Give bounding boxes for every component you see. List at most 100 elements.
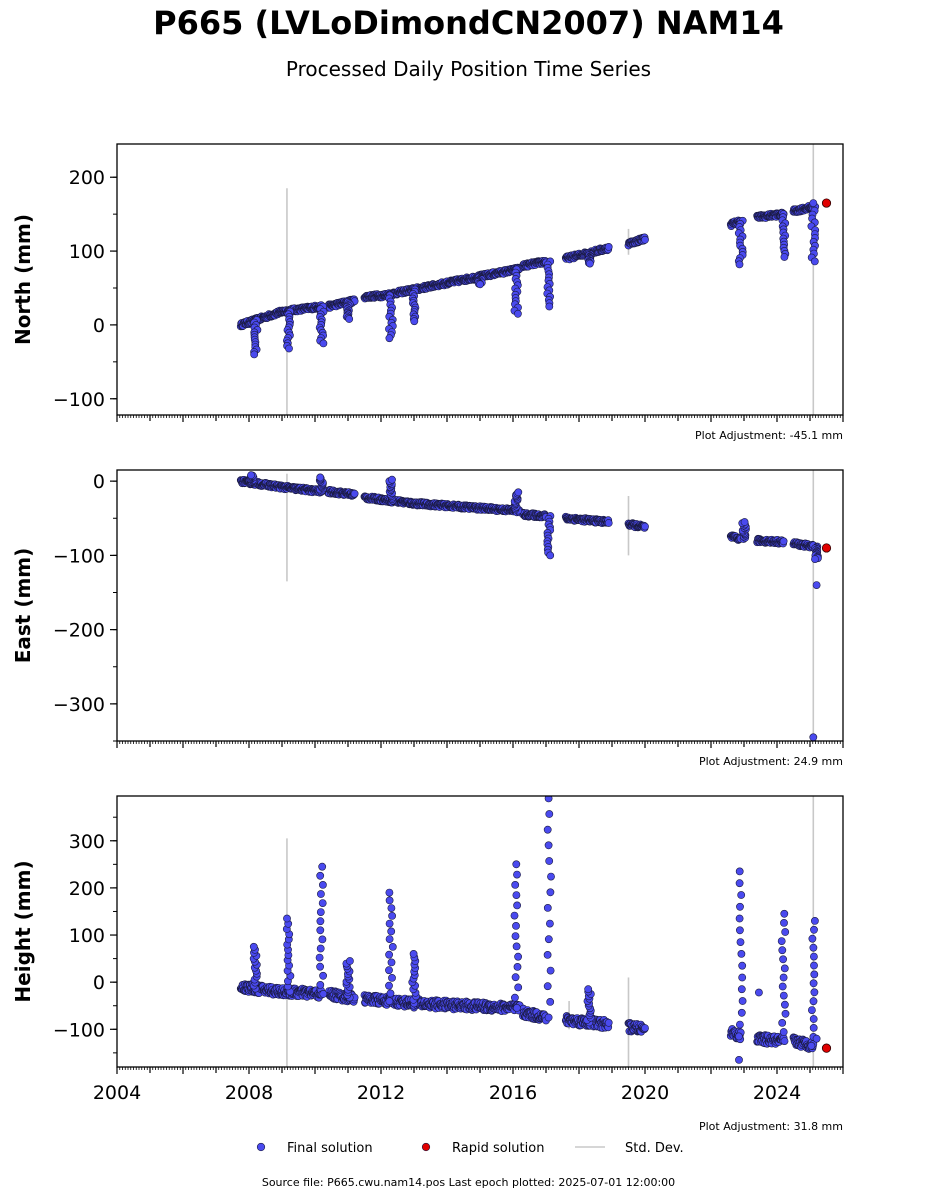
height-final-point — [779, 1028, 788, 1036]
height-final-point — [738, 973, 747, 982]
height-final-point — [409, 950, 418, 958]
height-final-point — [544, 841, 553, 850]
legend-marker — [421, 1142, 431, 1152]
height-final-point — [511, 993, 519, 1002]
height-final-point — [778, 946, 787, 955]
north-final-point — [410, 317, 419, 326]
height-final-point — [779, 973, 788, 982]
north-final-point — [735, 260, 744, 269]
height-final-point — [316, 962, 324, 971]
north-final-point — [586, 259, 594, 268]
height-final-point — [735, 914, 744, 923]
height-final-point — [513, 963, 522, 971]
height-final-point — [735, 867, 744, 876]
north-plot-adjustment: Plot Adjustment: -45.1 mm — [695, 429, 843, 442]
height-ytick-label: 200 — [69, 878, 105, 900]
north-final-point — [809, 199, 818, 207]
north-plot-area — [236, 144, 832, 415]
height-final-point — [809, 979, 818, 988]
height-final-point — [510, 911, 519, 920]
east-final-point — [350, 489, 359, 498]
height-final-point — [810, 970, 819, 979]
height-xtick-label: 2016 — [489, 1082, 537, 1104]
height-final-point — [316, 908, 325, 916]
east-plot-area — [236, 470, 832, 741]
height-xtick-label: 2024 — [753, 1082, 801, 1104]
height-final-point — [513, 901, 521, 910]
north-final-point — [780, 253, 789, 261]
height-final-point — [385, 950, 393, 959]
height-final-point — [385, 997, 394, 1006]
height-final-point — [544, 1013, 553, 1022]
height-xtick-label: 2020 — [621, 1082, 669, 1104]
height-final-point — [513, 870, 521, 879]
height-final-point — [514, 983, 523, 992]
height-final-point — [546, 966, 555, 975]
legend-label: Std. Dev. — [625, 1141, 684, 1156]
legend: Final solution Rapid solution Std. Dev. — [256, 1141, 684, 1156]
height-final-point — [780, 1037, 789, 1045]
height-final-point — [778, 982, 787, 991]
height-final-point — [318, 862, 327, 871]
height-final-point — [345, 957, 354, 965]
legend-marker — [256, 1142, 266, 1152]
east-final-point — [247, 471, 255, 480]
north-final-point — [250, 350, 259, 359]
north-ytick-label: 200 — [69, 167, 105, 189]
height-final-point — [316, 981, 325, 989]
north-ytick-label: 100 — [69, 241, 105, 263]
height-final-point — [387, 958, 396, 967]
chart-subtitle: Processed Daily Position Time Series — [285, 57, 652, 81]
legend-label: Rapid solution — [452, 1141, 544, 1156]
east-final-point — [740, 518, 749, 526]
east-final-point — [811, 555, 819, 563]
height-final-point — [777, 937, 786, 945]
height-final-point — [736, 938, 745, 946]
height-final-point — [545, 857, 554, 865]
height-final-point — [810, 961, 818, 970]
height-final-point — [512, 922, 520, 930]
height-final-point — [546, 919, 554, 928]
height-final-point — [316, 871, 325, 880]
height-final-point — [385, 888, 394, 897]
north-final-point — [345, 315, 354, 323]
east-final-point — [546, 551, 555, 560]
north-final-point — [545, 302, 554, 311]
height-xtick-label: 2004 — [93, 1082, 141, 1104]
height-final-point — [780, 964, 789, 973]
height-final-point — [514, 952, 522, 961]
east-final-point — [809, 733, 818, 741]
height-final-point — [779, 991, 788, 1000]
source-footer: Source file: P665.cwu.nam14.pos Last epo… — [261, 1176, 676, 1189]
height-final-point — [809, 997, 818, 1006]
height-final-point — [738, 961, 747, 970]
height-ytick-label: 100 — [69, 925, 105, 947]
height-final-point — [811, 917, 819, 925]
height-final-point — [385, 966, 393, 975]
north-panel: 200 100 0 −100 North (mm) Plot Adjustment: -4… — [11, 143, 844, 442]
height-final-point — [387, 927, 396, 936]
east-panel: 0 −100 −200 −300 East (mm) Plot Adjustment: 2… — [11, 469, 844, 768]
height-final-point — [315, 953, 324, 962]
height-final-point — [511, 973, 520, 982]
height-final-point — [737, 950, 746, 958]
height-final-point — [543, 951, 552, 959]
height-final-point — [755, 988, 763, 997]
height-final-point — [512, 942, 521, 951]
height-final-point — [316, 944, 325, 953]
height-ylabel: Height (mm) — [11, 860, 35, 1002]
height-final-point — [781, 1009, 790, 1018]
height-final-point — [808, 934, 817, 943]
east-final-point — [388, 475, 396, 484]
east-final-point — [604, 519, 613, 527]
height-final-point — [736, 926, 744, 935]
north-final-point — [810, 257, 819, 266]
north-final-point — [641, 235, 649, 244]
legend-label: Final solution — [287, 1141, 373, 1156]
east-ylabel: East (mm) — [11, 548, 35, 664]
east-final-point — [779, 537, 788, 546]
height-final-point — [547, 872, 555, 881]
height-final-point — [807, 1041, 816, 1050]
height-final-point — [546, 998, 555, 1006]
north-final-point — [285, 344, 293, 353]
